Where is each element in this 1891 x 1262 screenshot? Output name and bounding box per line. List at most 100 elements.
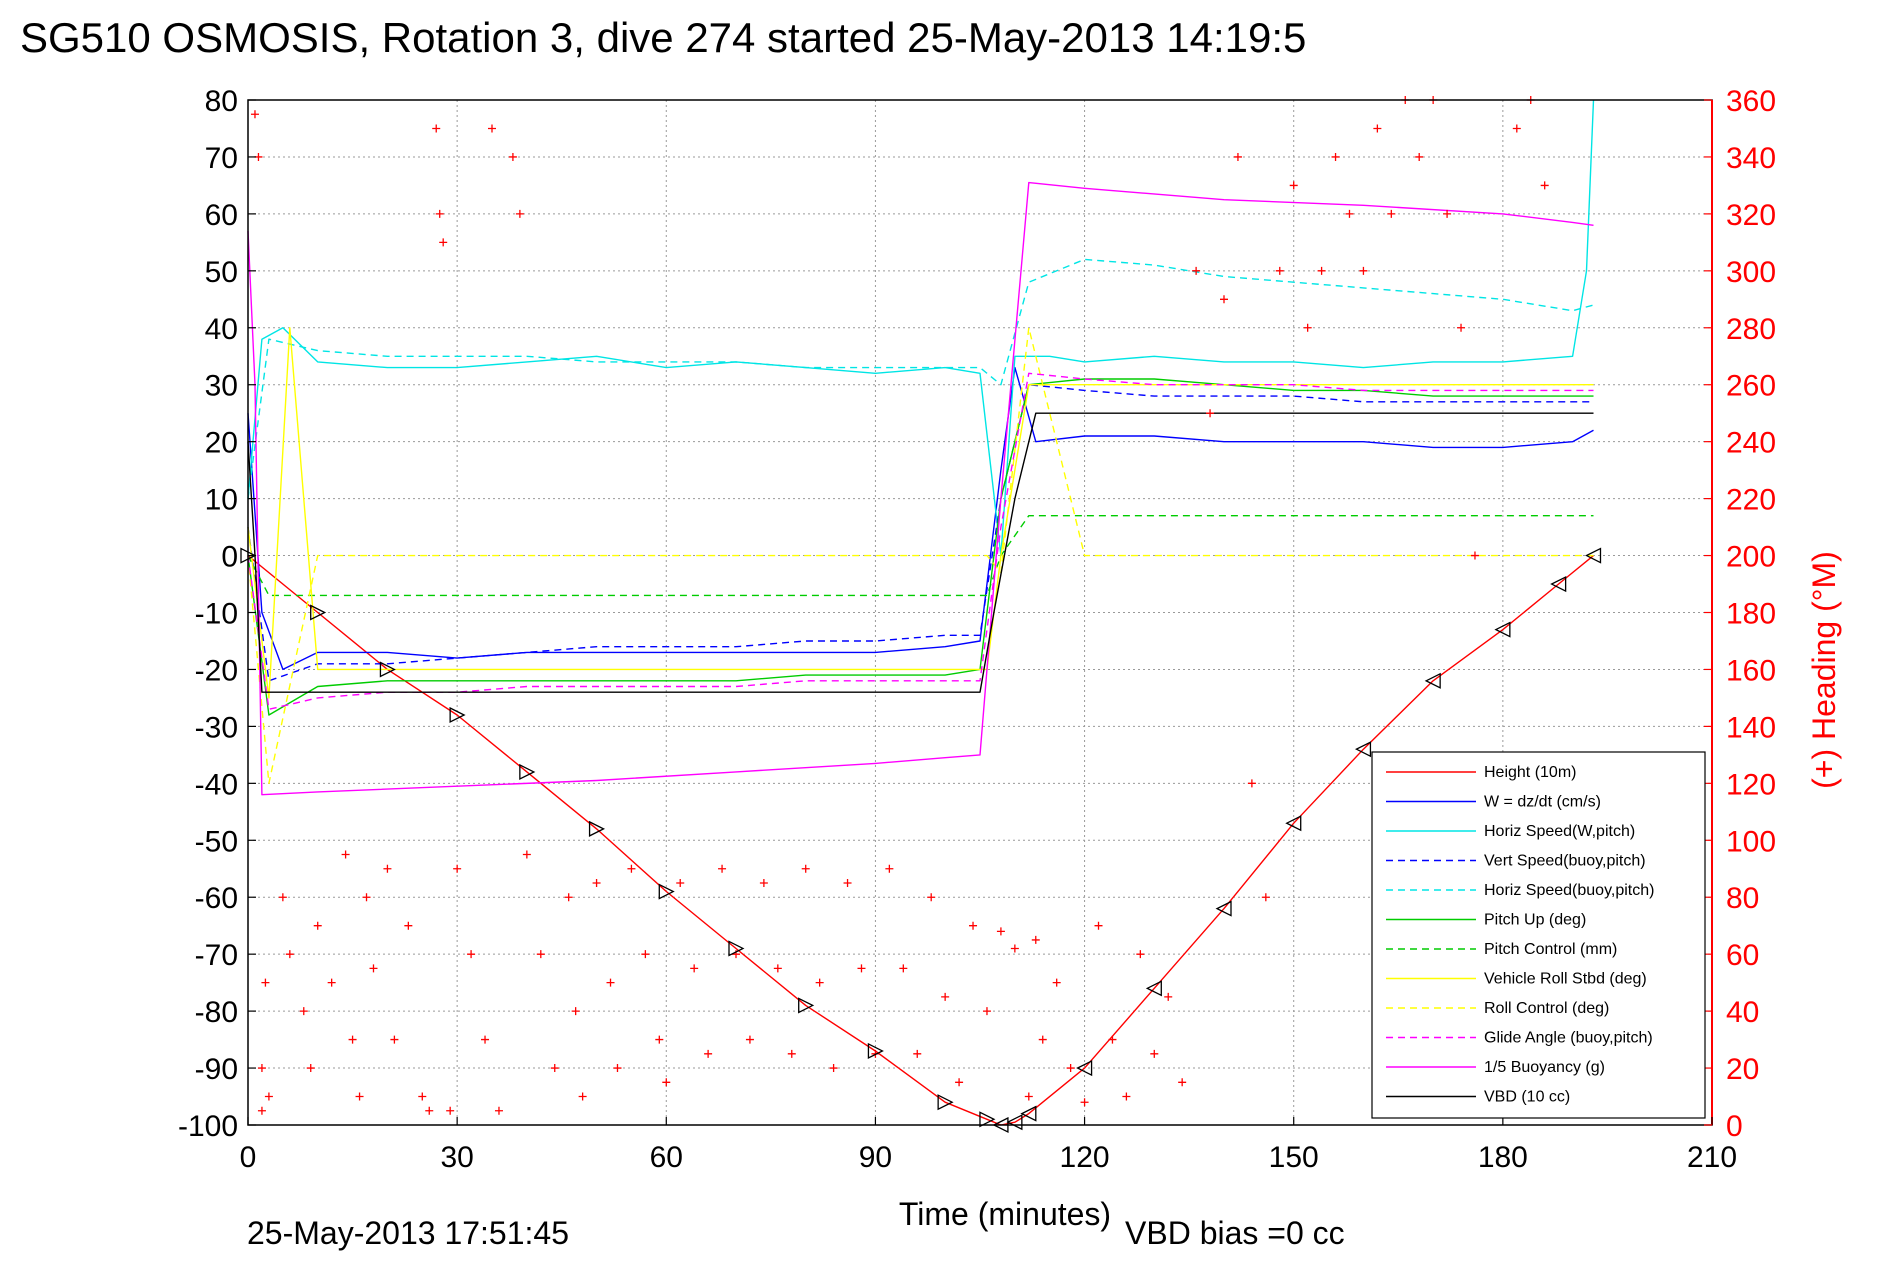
heading-marker — [1512, 124, 1521, 133]
heading-marker — [1373, 124, 1382, 133]
heading-marker — [439, 238, 448, 247]
legend-label-12: VBD (10 cc) — [1484, 1089, 1570, 1106]
heading-marker — [1164, 992, 1173, 1001]
series-line-10 — [247, 372, 1594, 710]
x-tick-label: 0 — [240, 1141, 257, 1174]
y-tick-label: -80 — [195, 996, 238, 1029]
heading-marker — [369, 964, 378, 973]
series-line-6 — [247, 378, 1594, 716]
right-tick-label: 240 — [1726, 427, 1776, 460]
y-tick-label: -90 — [195, 1053, 238, 1086]
right-tick-label: 0 — [1726, 1110, 1743, 1143]
right-tick-label: 300 — [1726, 256, 1776, 289]
right-tick-label: 260 — [1726, 370, 1776, 403]
heading-marker — [1540, 181, 1549, 190]
heading-marker — [1470, 551, 1479, 560]
series-line-4 — [247, 384, 1594, 682]
heading-marker — [348, 1035, 357, 1044]
height-triangle-marker — [1285, 815, 1302, 832]
heading-marker — [857, 964, 866, 973]
footer-timestamp: 25-May-2013 17:51:45 — [247, 1215, 569, 1251]
heading-marker — [571, 1007, 580, 1016]
right-tick-label: 280 — [1726, 313, 1776, 346]
heading-marker — [1094, 921, 1103, 930]
heading-marker — [435, 209, 444, 218]
heading-marker — [1150, 1049, 1159, 1058]
heading-marker — [1415, 152, 1424, 161]
height-triangle-marker — [1145, 980, 1162, 997]
height-triangle-marker — [519, 763, 536, 780]
heading-marker — [257, 1064, 266, 1073]
legend-label-5: Horiz Speed(buoy,pitch) — [1484, 882, 1654, 899]
right-tick-label: 140 — [1726, 711, 1776, 744]
y-tick-label: 10 — [205, 484, 238, 517]
y-tick-label: 20 — [205, 427, 238, 460]
right-tick-label: 100 — [1726, 825, 1776, 858]
right-tick-label: 200 — [1726, 541, 1776, 574]
heading-marker — [522, 850, 531, 859]
heading-marker — [1066, 1064, 1075, 1073]
heading-marker — [362, 893, 371, 902]
heading-marker — [404, 921, 413, 930]
vbd-bias-label: VBD bias =0 cc — [1125, 1215, 1345, 1251]
x-tick-label: 30 — [440, 1141, 473, 1174]
heading-marker — [1052, 978, 1061, 987]
legend-label-8: Vehicle Roll Stbd (deg) — [1484, 971, 1647, 988]
height-triangle-marker — [1020, 1105, 1037, 1122]
heading-marker — [390, 1035, 399, 1044]
heading-marker — [606, 978, 615, 987]
heading-marker — [899, 964, 908, 973]
height-triangle-marker — [728, 940, 745, 957]
heading-marker — [264, 1092, 273, 1101]
y-tick-label: 70 — [205, 142, 238, 175]
series-line-3 — [247, 99, 1595, 557]
heading-marker — [1247, 779, 1256, 788]
x-tick-label: 210 — [1687, 1141, 1737, 1174]
heading-marker — [1387, 209, 1396, 218]
heading-marker — [1136, 950, 1145, 959]
height-triangle-marker — [1076, 1060, 1093, 1077]
height-triangle-marker — [658, 883, 675, 900]
heading-marker — [327, 978, 336, 987]
heading-marker — [704, 1049, 713, 1058]
height-triangle-marker — [1494, 621, 1511, 638]
y-tick-label: -60 — [195, 882, 238, 915]
series-layer — [247, 99, 1595, 1126]
heading-marker — [313, 921, 322, 930]
heading-marker — [341, 850, 350, 859]
height-triangle-marker — [798, 997, 815, 1014]
heading-marker — [285, 950, 294, 959]
right-tick-label: 340 — [1726, 142, 1776, 175]
heading-marker — [432, 124, 441, 133]
legend-label-11: 1/5 Buoyancy (g) — [1484, 1059, 1605, 1076]
heading-marker — [1233, 152, 1242, 161]
heading-marker — [955, 1078, 964, 1087]
legend-label-2: W = dz/dt (cm/s) — [1484, 794, 1601, 811]
series-line-12 — [247, 412, 1594, 693]
heading-marker — [494, 1106, 503, 1115]
heading-marker — [355, 1092, 364, 1101]
heading-marker — [1275, 266, 1284, 275]
x-tick-label: 180 — [1478, 1141, 1528, 1174]
right-tick-label: 120 — [1726, 768, 1776, 801]
y-tick-label: 60 — [205, 199, 238, 232]
right-axis-label: (+) Heading (°M) — [1806, 551, 1842, 789]
right-tick-label: 360 — [1726, 85, 1776, 118]
heading-marker — [843, 878, 852, 887]
series-line-2 — [247, 366, 1594, 671]
height-triangle-marker — [449, 706, 466, 724]
height-triangle-marker — [867, 1042, 884, 1060]
series-line-1 — [247, 555, 1594, 1126]
y-tick-label: -20 — [195, 654, 238, 687]
heading-marker — [982, 1007, 991, 1016]
heading-marker — [885, 864, 894, 873]
heading-marker — [1010, 944, 1019, 953]
heading-marker — [613, 1064, 622, 1073]
heading-marker — [261, 978, 270, 987]
heading-marker — [815, 978, 824, 987]
legend: Height (10m) W = dz/dt (cm/s) Horiz Speed(… — [1371, 751, 1706, 1119]
heading-marker — [927, 893, 936, 902]
chart-title: SG510 OSMOSIS, Rotation 3, dive 274 star… — [20, 14, 1306, 61]
heading-marker — [1303, 323, 1312, 332]
y-axis-ticks: 80 70 60 50 40 30 20 10 0 -10 -20 -30 -40 -50 -60 -70 -8… — [178, 85, 256, 1143]
